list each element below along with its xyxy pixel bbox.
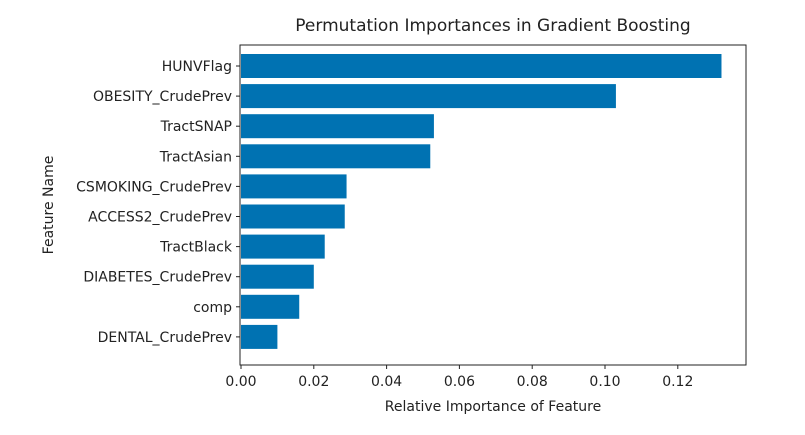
x-tick-label: 0.02 bbox=[298, 374, 329, 390]
bar bbox=[241, 264, 314, 289]
bar bbox=[241, 114, 434, 139]
bar bbox=[241, 294, 300, 319]
bar bbox=[241, 54, 722, 78]
y-tick-label: CSMOKING_CrudePrev bbox=[76, 179, 232, 195]
bar bbox=[241, 84, 616, 109]
y-tick-label: ACCESS2_CrudePrev bbox=[88, 210, 232, 226]
bar bbox=[241, 144, 431, 169]
y-tick-label: TractAsian bbox=[159, 149, 232, 165]
x-axis-ticks: 0.00 0.02 0.04 0.06 0.08 0.10 0.12 bbox=[225, 365, 693, 390]
x-tick-label: 0.08 bbox=[517, 374, 548, 390]
plot-frame bbox=[239, 44, 747, 366]
bar bbox=[241, 324, 278, 349]
y-tick-label: TractBlack bbox=[159, 240, 233, 256]
x-tick-label: 0.00 bbox=[225, 374, 256, 390]
x-tick-label: 0.12 bbox=[662, 374, 693, 390]
x-tick-label: 0.04 bbox=[371, 374, 402, 390]
y-tick-label: TractSNAP bbox=[160, 119, 232, 135]
chart-title: Permutation Importances in Gradient Boos… bbox=[295, 16, 690, 36]
y-axis-label: Feature Name bbox=[41, 156, 57, 255]
y-tick-label: DENTAL_CrudePrev bbox=[98, 330, 232, 346]
x-tick-label: 0.10 bbox=[589, 374, 620, 390]
x-axis-label: Relative Importance of Feature bbox=[385, 399, 601, 415]
x-tick-label: 0.06 bbox=[444, 374, 475, 390]
bar bbox=[241, 234, 325, 259]
y-tick-label: DIABETES_CrudePrev bbox=[83, 270, 232, 286]
y-tick-label: OBESITY_CrudePrev bbox=[93, 89, 232, 105]
bar bbox=[241, 204, 345, 229]
y-axis-ticks: HUNVFlag OBESITY_CrudePrev TractSNAP TractA… bbox=[76, 59, 240, 346]
y-tick-label: comp bbox=[193, 300, 232, 316]
bars-layer bbox=[241, 54, 722, 349]
bar bbox=[241, 174, 347, 199]
y-tick-label: HUNVFlag bbox=[162, 59, 232, 75]
